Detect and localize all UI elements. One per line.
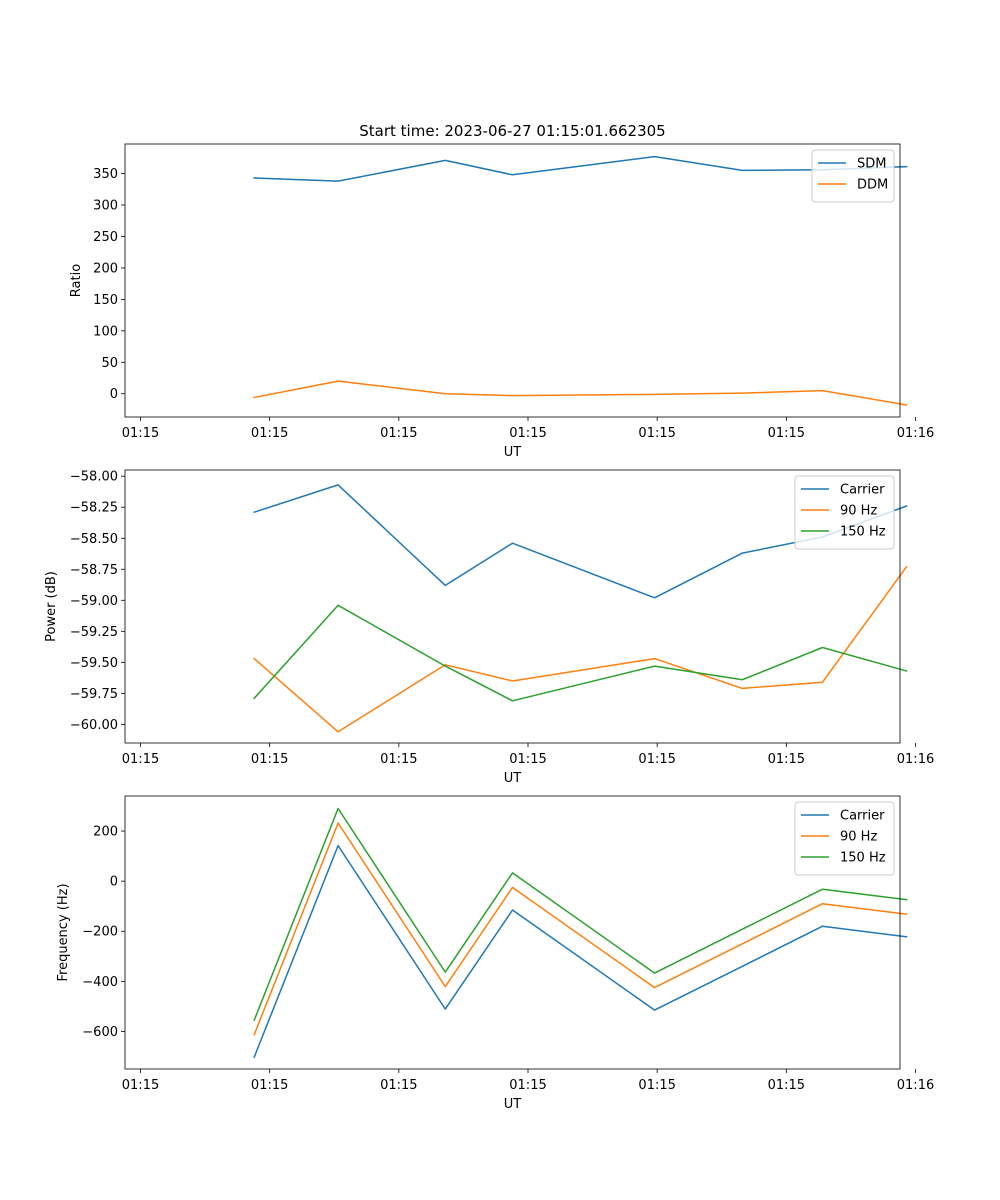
legend-label: SDM xyxy=(857,157,886,172)
x-axis-label: UT xyxy=(504,1097,522,1112)
y-tick-label: 100 xyxy=(93,324,118,339)
y-tick-label: 200 xyxy=(93,825,118,840)
x-tick-label: 01:16 xyxy=(897,752,934,767)
y-tick-label: 50 xyxy=(101,356,118,371)
x-tick-label: 01:15 xyxy=(251,426,288,441)
y-tick-label: −59.50 xyxy=(70,656,118,671)
y-tick-label: 0 xyxy=(110,875,118,890)
x-tick-label: 01:15 xyxy=(380,426,417,441)
x-tick-label: 01:15 xyxy=(509,1078,546,1093)
axes-frame xyxy=(124,469,901,744)
series-line-ddm xyxy=(253,380,908,406)
series-line-sdm xyxy=(253,155,908,182)
x-tick-label: 01:15 xyxy=(509,752,546,767)
y-tick-label: 200 xyxy=(93,261,118,276)
legend-label: DDM xyxy=(857,178,888,193)
y-axis-label: Power (dB) xyxy=(44,571,59,642)
legend-label: 90 Hz xyxy=(840,504,877,519)
legend-label: 150 Hz xyxy=(840,525,886,540)
power-subplot: UT Power (dB) 01:15 01:15 01:15 01:15 01:15 0… xyxy=(44,469,934,786)
frequency-subplot: UT Frequency (Hz) 01:15 01:15 01:15 01:15 01… xyxy=(56,795,934,1112)
y-axis-label: Frequency (Hz) xyxy=(56,883,71,981)
y-tick-label: 150 xyxy=(93,293,118,308)
x-tick-label: 01:15 xyxy=(509,426,546,441)
y-tick-label: 0 xyxy=(110,387,118,402)
series-line-carrier xyxy=(253,844,908,1059)
y-tick-label: −59.75 xyxy=(70,687,118,702)
axes-frame xyxy=(124,143,901,418)
y-tick-label: −600 xyxy=(82,1025,118,1040)
legend: Carrier 90 Hz 150 Hz xyxy=(794,801,895,876)
x-tick-label: 01:15 xyxy=(768,752,805,767)
y-tick-label: −58.00 xyxy=(70,470,118,485)
y-tick-label: −59.00 xyxy=(70,594,118,609)
series-line-90-hz xyxy=(253,565,908,733)
x-tick-label: 01:15 xyxy=(122,426,159,441)
x-tick-label: 01:15 xyxy=(380,752,417,767)
legend: SDM DDM xyxy=(811,149,895,203)
y-tick-label: −400 xyxy=(82,975,118,990)
y-axis-label: Ratio xyxy=(69,264,84,297)
legend: Carrier 90 Hz 150 Hz xyxy=(794,475,895,550)
legend-label: Carrier xyxy=(840,809,885,824)
y-tick-label: −60.00 xyxy=(70,718,118,733)
x-tick-label: 01:16 xyxy=(897,1078,934,1093)
x-tick-label: 01:15 xyxy=(638,1078,675,1093)
legend-label: 150 Hz xyxy=(840,851,886,866)
legend-label: 90 Hz xyxy=(840,830,877,845)
x-tick-label: 01:15 xyxy=(380,1078,417,1093)
x-tick-label: 01:15 xyxy=(638,426,675,441)
x-tick-label: 01:15 xyxy=(251,1078,288,1093)
series-line-150-hz xyxy=(253,807,908,1022)
y-tick-label: −58.25 xyxy=(70,501,118,516)
x-tick-label: 01:15 xyxy=(768,1078,805,1093)
x-axis-label: UT xyxy=(504,771,522,786)
x-tick-label: 01:15 xyxy=(251,752,288,767)
x-tick-label: 01:15 xyxy=(768,426,805,441)
x-tick-label: 01:15 xyxy=(122,752,159,767)
series-line-150-hz xyxy=(253,604,908,702)
series-line-90-hz xyxy=(253,822,908,1036)
y-tick-label: 300 xyxy=(93,199,118,214)
x-tick-label: 01:15 xyxy=(122,1078,159,1093)
x-tick-label: 01:16 xyxy=(897,426,934,441)
x-axis-label: UT xyxy=(504,445,522,460)
y-tick-label: −200 xyxy=(82,925,118,940)
y-tick-label: −58.75 xyxy=(70,563,118,578)
chart-title: Start time: 2023-06-27 01:15:01.662305 xyxy=(359,122,665,140)
y-tick-label: −58.50 xyxy=(70,532,118,547)
ratio-subplot: Start time: 2023-06-27 01:15:01.662305 U… xyxy=(69,122,934,460)
legend-label: Carrier xyxy=(840,483,885,498)
x-tick-label: 01:15 xyxy=(638,752,675,767)
y-tick-label: −59.25 xyxy=(70,625,118,640)
axes-frame xyxy=(124,795,901,1070)
y-tick-label: 350 xyxy=(93,167,118,182)
y-tick-label: 250 xyxy=(93,230,118,245)
